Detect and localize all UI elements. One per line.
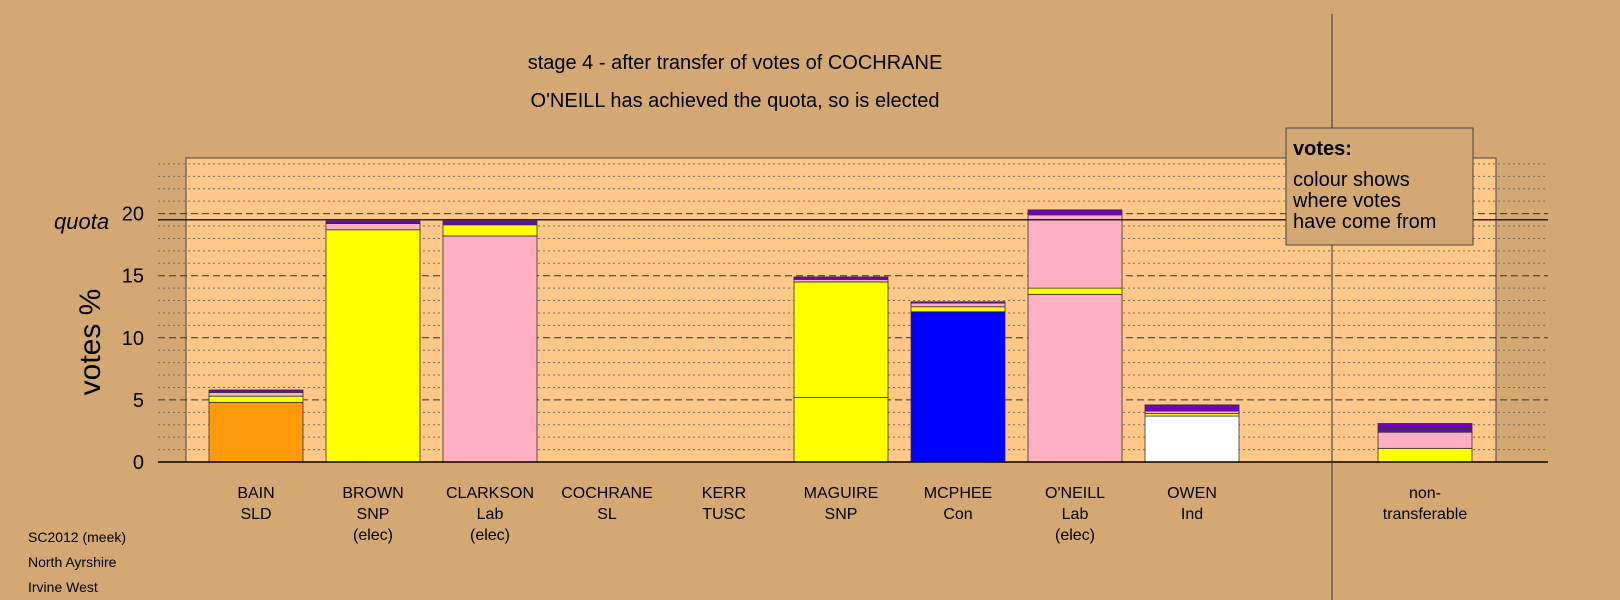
bar-segment-lab xyxy=(208,392,304,397)
bar-segment-snp xyxy=(793,281,889,398)
category-label: non- xyxy=(1409,485,1441,502)
category-label: TUSC xyxy=(702,506,746,523)
bar-segment-lab xyxy=(1027,214,1123,289)
category-label: SL xyxy=(597,506,617,523)
bar-segment-lab xyxy=(910,302,1006,308)
legend-text: colour shows xyxy=(1293,169,1410,191)
category-label: transferable xyxy=(1383,506,1468,523)
bar-segment-lab xyxy=(1027,293,1123,463)
bar-segment-snp xyxy=(208,395,304,403)
category-label: MAGUIRE xyxy=(804,485,879,502)
category-label: CLARKSON xyxy=(446,485,534,502)
legend-title: votes: xyxy=(1293,138,1352,160)
category-label: (elec) xyxy=(470,527,510,544)
category-label: O'NEILL xyxy=(1045,485,1105,502)
bar-segment-misc xyxy=(1377,428,1473,433)
bar-segment-snp xyxy=(910,306,1006,313)
category-label: MCPHEE xyxy=(924,485,992,502)
category-label: SNP xyxy=(825,506,858,523)
bar-segment-misc xyxy=(1027,209,1123,216)
quota-label: quota xyxy=(54,209,109,234)
y-tick-label: 10 xyxy=(122,328,144,350)
category-label: KERR xyxy=(702,485,746,502)
bar-segment-misc xyxy=(325,220,421,224)
bar-segment-misc xyxy=(793,276,889,280)
bar-segment-snp xyxy=(1377,447,1473,463)
bar-segment-snp xyxy=(325,229,421,463)
legend-text: have come from xyxy=(1293,211,1436,233)
bar-segment-lab xyxy=(442,235,538,463)
category-label: Lab xyxy=(477,506,504,523)
bar-segment-lab xyxy=(325,223,421,231)
bar-segment-con xyxy=(910,311,1006,463)
legend-box xyxy=(1285,127,1474,246)
legend-text: where votes xyxy=(1292,190,1401,212)
y-tick-label: 5 xyxy=(133,390,144,412)
y-tick-label: 15 xyxy=(122,266,144,288)
bar-segment-misc xyxy=(208,389,304,393)
bar-segment-sld xyxy=(208,401,304,463)
category-label: BAIN xyxy=(237,485,274,502)
category-label: COCHRANE xyxy=(561,485,653,502)
bar-segment-ind xyxy=(1144,415,1240,463)
bar-segment-misc xyxy=(1377,423,1473,429)
footer-council: North Ayrshire xyxy=(28,554,117,570)
footer-system: SC2012 (meek) xyxy=(28,529,127,545)
y-tick-label: 0 xyxy=(133,452,144,474)
bar-segment-misc xyxy=(442,220,538,226)
bar-segment-misc xyxy=(910,301,1006,304)
category-label: SLD xyxy=(240,506,271,523)
category-label: BROWN xyxy=(342,485,403,502)
footer-ward: Irvine West xyxy=(28,579,98,595)
category-label: (elec) xyxy=(1055,527,1095,544)
y-tick-label: 20 xyxy=(122,204,144,226)
category-label: Ind xyxy=(1181,506,1203,523)
category-label: (elec) xyxy=(353,527,393,544)
category-label: Lab xyxy=(1062,506,1089,523)
bar-segment-snp xyxy=(1027,287,1123,295)
category-label: OWEN xyxy=(1167,485,1217,502)
bar-segment-lab xyxy=(1377,431,1473,449)
category-label: SNP xyxy=(357,506,390,523)
bar-segment-snp xyxy=(442,224,538,237)
bar-segment-misc xyxy=(1144,404,1240,412)
bar-segment-snp xyxy=(793,397,889,463)
category-label: Con xyxy=(943,506,972,523)
y-axis-title: votes % xyxy=(74,289,107,396)
